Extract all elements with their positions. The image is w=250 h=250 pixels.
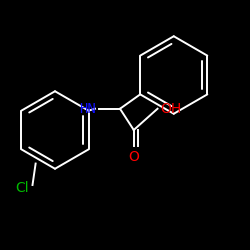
Text: O: O bbox=[128, 150, 139, 164]
Text: OH: OH bbox=[160, 102, 181, 116]
Text: HN: HN bbox=[80, 102, 96, 116]
Text: Cl: Cl bbox=[16, 180, 29, 194]
